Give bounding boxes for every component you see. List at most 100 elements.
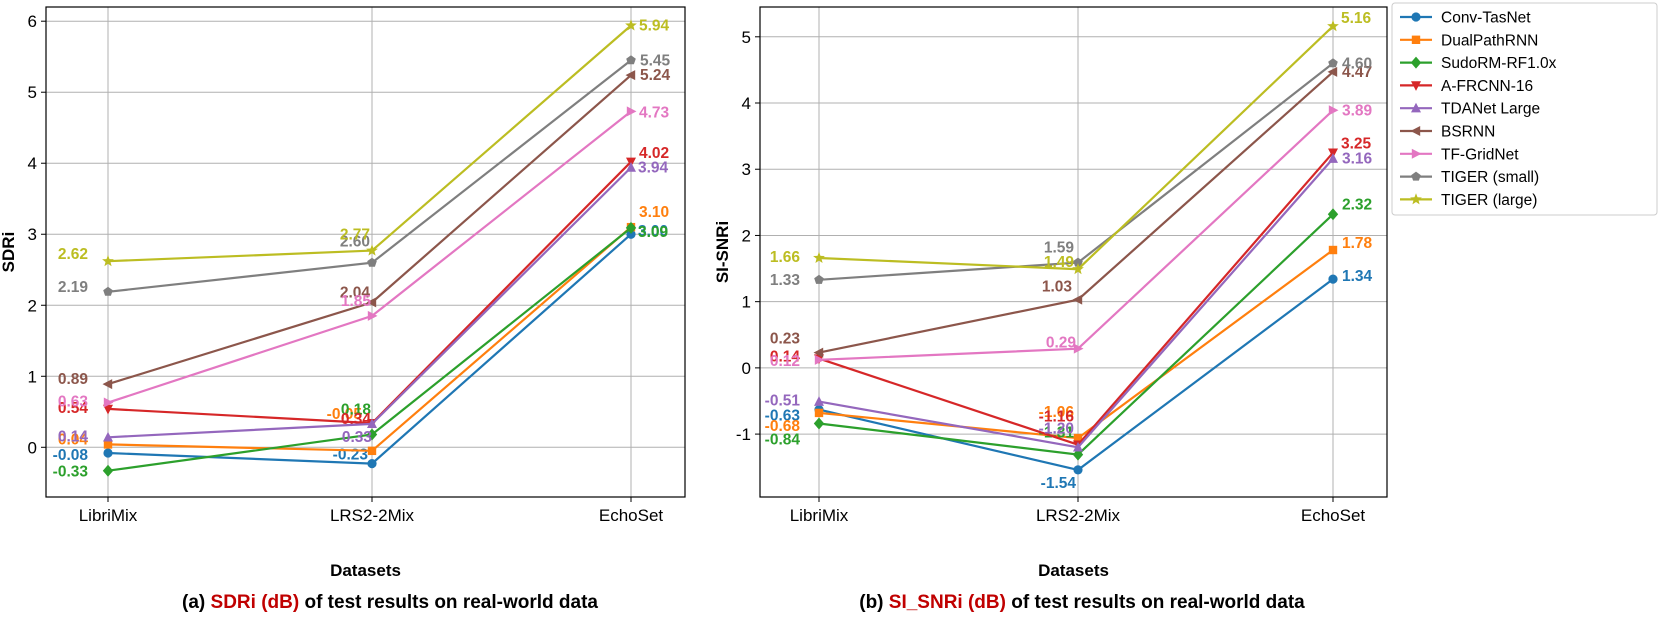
series-dualpathrnn: -0.68 -1.06 1.78 — [765, 235, 1373, 443]
data-label: 0.33 — [342, 429, 373, 446]
series-tdanet-large: 0.14 0.33 3.94 — [58, 159, 669, 445]
data-label: 5.45 — [640, 52, 671, 69]
legend-item-sudorm-rf1-0x: SudoRM-RF1.0x — [1400, 55, 1557, 72]
caption-a-suffix: of test results on real-world data — [299, 592, 598, 613]
data-point — [103, 397, 114, 408]
data-point — [102, 379, 113, 390]
x-tick-label: LRS2-2Mix — [330, 506, 415, 525]
data-label: 3.89 — [1342, 102, 1373, 119]
legend-label: TIGER (large) — [1441, 192, 1537, 209]
data-label: 0.89 — [58, 371, 89, 388]
data-point — [366, 428, 378, 441]
legend-item-bsrnn: BSRNN — [1400, 124, 1495, 141]
data-label: -0.08 — [53, 447, 89, 464]
series-line — [818, 25, 1334, 271]
legend-item-a-frcnn-16: A-FRCNN-16 — [1400, 78, 1533, 95]
legend-marker — [1411, 102, 1421, 113]
data-label: -1.31 — [1039, 425, 1075, 442]
legend-marker — [1411, 35, 1421, 44]
y-tick-label: 6 — [28, 12, 37, 31]
data-point — [814, 354, 825, 365]
series-line — [818, 157, 1334, 449]
data-label: 3.25 — [1341, 136, 1372, 153]
plot-frame — [759, 6, 1388, 498]
data-label: 1.33 — [770, 272, 801, 289]
y-axis-label: SDRi — [0, 232, 18, 273]
data-label: 0.29 — [1046, 335, 1077, 352]
data-label: 0.23 — [770, 331, 801, 348]
data-point — [626, 55, 636, 65]
plot-frame — [45, 6, 686, 498]
data-point — [813, 347, 824, 358]
legend-marker — [1411, 12, 1421, 22]
data-point — [1328, 105, 1339, 116]
data-label: 5.24 — [640, 67, 671, 84]
data-point — [366, 244, 378, 256]
data-point — [367, 310, 378, 321]
y-tick-label: 3 — [742, 160, 751, 179]
data-label: 2.19 — [58, 279, 89, 296]
legend-label: TDANet Large — [1441, 101, 1540, 118]
series-tdanet-large: -0.51 -1.20 3.16 — [765, 151, 1373, 452]
data-point — [1328, 274, 1338, 284]
data-point — [1072, 448, 1084, 461]
series-bsrnn: 0.23 1.03 4.47 — [770, 64, 1372, 358]
series-sudorm-rf1-0x: -0.84 -1.31 2.32 — [765, 196, 1372, 461]
data-label: 0.54 — [58, 400, 89, 417]
data-point — [102, 464, 114, 477]
data-point — [625, 221, 637, 234]
data-point — [103, 431, 113, 442]
caption-b-highlight: SI_SNRi (dB) — [888, 592, 1006, 613]
legend-marker — [1410, 56, 1422, 69]
data-point — [626, 229, 636, 239]
legend-marker — [1411, 81, 1421, 91]
data-point — [626, 106, 637, 117]
data-label: 0.63 — [58, 394, 89, 411]
y-tick-label: 3 — [28, 225, 37, 244]
data-label: 0.14 — [58, 428, 89, 445]
series-tiger-large-: 2.62 2.77 5.94 — [58, 17, 670, 267]
series-conv-tasnet: -0.63 -1.54 1.34 — [765, 268, 1373, 492]
legend-item-tf-gridnet: TF-GridNet — [1400, 146, 1519, 163]
data-point — [367, 446, 377, 456]
series-bsrnn: 0.89 2.04 5.24 — [58, 67, 671, 390]
data-label: -0.33 — [53, 464, 89, 481]
data-label: 2.04 — [340, 284, 371, 301]
y-axis-label: SI-SNRi — [713, 221, 732, 283]
data-label: 4.73 — [639, 104, 670, 121]
y-tick-label: 4 — [742, 94, 751, 113]
y-tick-label: 5 — [28, 83, 37, 102]
series-tf-gridnet: 0.63 1.85 4.73 — [58, 104, 670, 410]
data-point — [103, 286, 113, 296]
y-tick-label: 1 — [742, 293, 751, 312]
data-point — [366, 297, 377, 308]
data-label: 3.00 — [638, 223, 668, 240]
data-label: 0.12 — [770, 353, 800, 370]
data-label: 0.14 — [770, 349, 801, 366]
data-label: 4.60 — [1342, 55, 1372, 72]
caption-b-prefix: (b) — [859, 592, 889, 613]
y-tick-label: -1 — [736, 425, 751, 444]
data-label: 2.60 — [340, 234, 370, 251]
data-point — [1073, 441, 1083, 452]
data-label: 3.10 — [639, 204, 669, 221]
series-tiger-large-: 1.66 1.49 5.16 — [770, 10, 1372, 275]
data-point — [1073, 465, 1083, 475]
series-tiger-small-: 1.33 1.59 4.60 — [770, 55, 1372, 289]
legend-box — [1391, 2, 1658, 216]
series-line — [818, 71, 1334, 354]
x-axis-label: Datasets — [330, 561, 401, 580]
data-label: 1.78 — [1342, 235, 1373, 252]
data-label: 2.77 — [340, 227, 370, 244]
data-point — [367, 418, 377, 429]
data-label: 2.32 — [1342, 196, 1372, 213]
data-label: 4.47 — [1342, 64, 1372, 81]
data-point — [1328, 58, 1338, 68]
data-point — [1328, 153, 1338, 163]
data-label: 3.09 — [638, 224, 669, 241]
data-point — [626, 161, 636, 172]
data-point — [367, 257, 377, 267]
data-label: 4.02 — [639, 145, 669, 162]
legend-label: DualPathRNN — [1441, 32, 1538, 49]
